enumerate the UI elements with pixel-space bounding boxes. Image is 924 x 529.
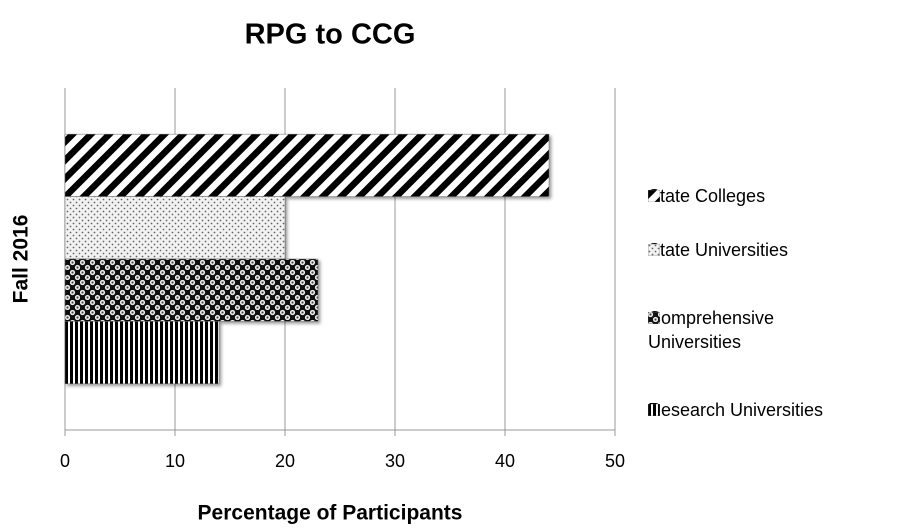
x-tick-label: 20: [275, 451, 295, 471]
legend-label: Research Universities: [648, 400, 824, 420]
x-tick-label: 10: [165, 451, 185, 471]
x-axis-title: Percentage of Participants: [198, 502, 463, 525]
legend-swatch: [648, 190, 660, 202]
bar: [64, 133, 550, 197]
legend-item: Research Universities: [648, 398, 920, 422]
legend-swatch: [648, 312, 660, 324]
legend-key: [648, 244, 660, 256]
legend-item: State Universities: [648, 238, 920, 262]
x-tick-label: 40: [495, 451, 515, 471]
legend-item: State Colleges: [648, 184, 920, 208]
bar: [64, 258, 319, 322]
legend-key: [648, 190, 660, 202]
x-tick-label: 0: [60, 451, 70, 471]
legend-key: [648, 404, 660, 416]
legend-item: Comprehensive Universities: [648, 306, 920, 354]
bar: [64, 321, 220, 385]
legend-swatch: [648, 244, 660, 256]
legend-swatch: [648, 404, 660, 416]
y-category-label: Fall 2016: [10, 215, 33, 304]
legend-label: State Colleges: [648, 186, 766, 206]
legend-key: [648, 312, 660, 324]
legend-label: Comprehensive Universities: [648, 308, 775, 352]
x-tick-label: 30: [385, 451, 405, 471]
x-tick-label: 50: [605, 451, 625, 471]
bar: [64, 196, 286, 260]
chart-title: RPG to CCG: [245, 19, 416, 51]
legend-label: State Universities: [648, 240, 789, 260]
